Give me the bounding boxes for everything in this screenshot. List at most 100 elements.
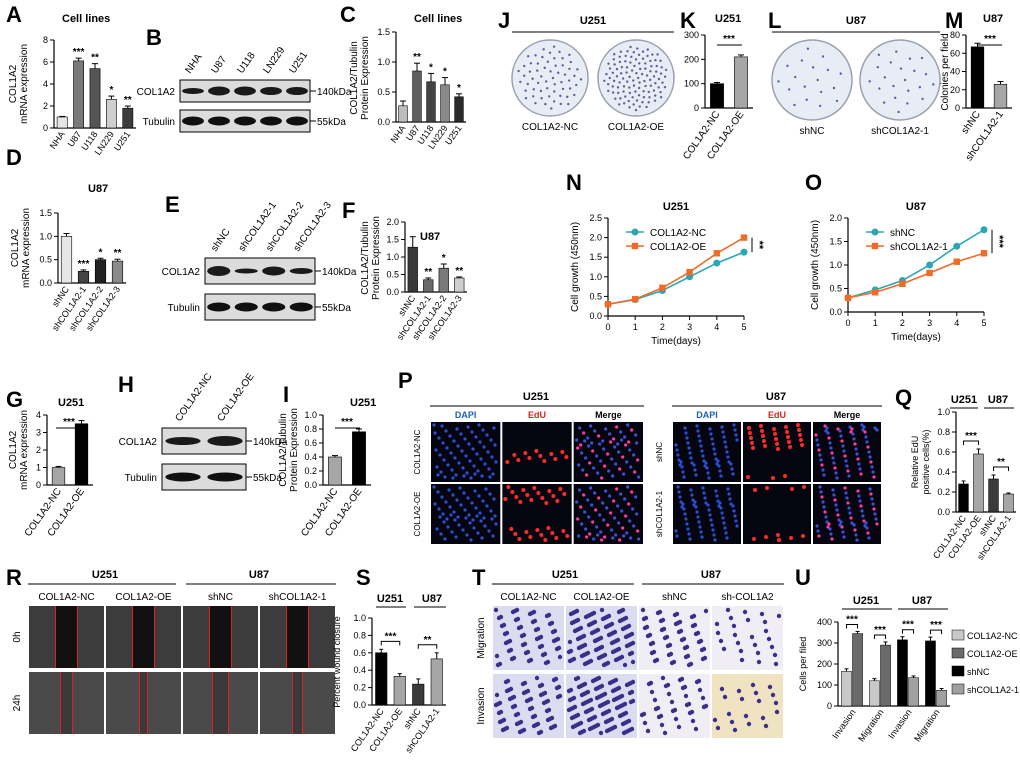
panel-u-sig-label: *** [846,614,858,625]
panel-p-nucleus [682,507,686,511]
panel-j-colony [612,79,616,83]
panel-u-y-tick-label: 200 [817,659,832,669]
panel-t-cell [497,700,503,706]
panel-p-nucleus [485,433,489,437]
panel-p-nucleus [857,494,861,498]
panel-p-column-label: DAPI [455,410,477,420]
panel-p-nucleus [480,474,484,478]
panel-n-point [686,268,693,276]
panel-t-cell [623,615,629,621]
panel-p-nucleus [697,434,701,438]
panel-q-group-label: U251 [951,394,977,406]
panel-j-colony [618,55,621,58]
panel-a-sig-label: * [109,85,113,96]
panel-p-nucleus [472,464,476,468]
panel-t-cell [546,612,552,618]
panel-s-y-tick-label: 0.4 [353,665,366,675]
panel-p-nucleus [686,441,690,445]
panel-p-nucleus [630,428,634,432]
panel-p-nucleus [828,527,832,531]
panel-k-y-tick-label: 0 [694,103,699,113]
panel-p-column-label: Merge [834,410,861,420]
panel-t-cell [591,610,597,616]
panel-p-nucleus [759,424,763,428]
panel-o-y-tick-label: 0.0 [829,307,842,317]
panel-p-nucleus [843,486,847,490]
panel-p-nucleus [457,523,461,527]
panel-b-band [260,116,282,126]
panel-p-nucleus [451,476,455,480]
panel-j-colony [636,76,640,80]
panel-p-nucleus [698,525,702,529]
panel-label-b: B [146,25,162,50]
panel-p-nucleus [492,426,496,430]
panel-o-x-tick-label: 2 [900,318,905,328]
panel-j-colony [644,62,647,65]
panel-p-nucleus [762,439,766,443]
panel-j-colony [605,72,608,76]
panel-j-colony [629,61,632,64]
panel-p-nucleus [474,435,478,439]
panel-p-nucleus [843,454,847,458]
panel-j-colony [549,70,552,73]
panel-p-nucleus [875,428,879,432]
panel-t-cell [732,727,738,733]
panel-t-cell [650,640,656,646]
panel-t-cell [505,678,511,684]
panel-p-nucleus [577,463,581,467]
panel-t-cell [605,699,611,705]
panel-t-cell [682,684,688,690]
panel-t-cell [726,711,732,717]
panel-u-bar [936,690,947,707]
panel-p-nucleus [603,464,607,468]
panel-u-group-label: U87 [912,595,932,607]
panel-t-cell [677,619,683,625]
panel-p-image [743,422,811,482]
panel-p-nucleus [602,518,606,522]
panel-t-cell [575,617,581,623]
panel-j-plate [511,39,589,117]
panel-c-x-tick-label: NHA [389,123,408,144]
panel-t-cell [528,657,534,663]
panel-p-nucleus [598,513,602,517]
panel-t-cell [606,613,612,619]
panel-f-y-label: COL1A2/Tubulin Protein Expression [360,216,382,300]
panel-p-nucleus [717,464,721,468]
panel-n-x-tick-label: 4 [714,322,719,332]
panel-p-nucleus [629,536,633,540]
panel-p-nucleus [525,493,530,497]
panel-p-column-label: Merge [595,410,622,420]
panel-i-y-tick-label: 0.6 [304,438,317,448]
panel-k-y-tick-label: 100 [684,79,699,89]
panel-j-colony [621,77,625,80]
panel-p-nucleus [435,465,439,469]
panel-a-bar [122,107,134,129]
panel-t-cell [715,630,721,636]
panel-p-nucleus [586,498,590,502]
panel-d-bar [111,260,124,284]
panel-p-nucleus [777,538,781,542]
panel-p-nucleus [721,430,725,434]
panel-g-y-tick-label: 0 [36,480,41,490]
panel-g-bar [74,423,89,486]
panel-p-nucleus [540,496,545,500]
panel-j-colony [547,95,551,98]
panel-p-nucleus [553,457,558,461]
panel-t-cell [630,679,636,685]
panel-o-point [926,261,934,269]
panel-j-colony [638,62,641,65]
panel-p-nucleus [562,492,567,496]
panel-i-y-tick-label: 1.0 [304,410,317,420]
panel-p-nucleus [853,442,857,446]
panel-p-nucleus [493,443,497,447]
panel-j-colony [539,89,543,93]
panel-j-colony [630,69,634,72]
panel-j-colony [659,90,662,94]
panel-t-cell [660,617,666,623]
panel-p-nucleus [622,472,626,476]
panel-p-nucleus [486,450,490,454]
panel-l-colony [889,61,893,64]
panel-t-cell [556,684,562,690]
panel-u-legend-swatch [951,647,965,659]
panel-p-nucleus [714,489,718,493]
